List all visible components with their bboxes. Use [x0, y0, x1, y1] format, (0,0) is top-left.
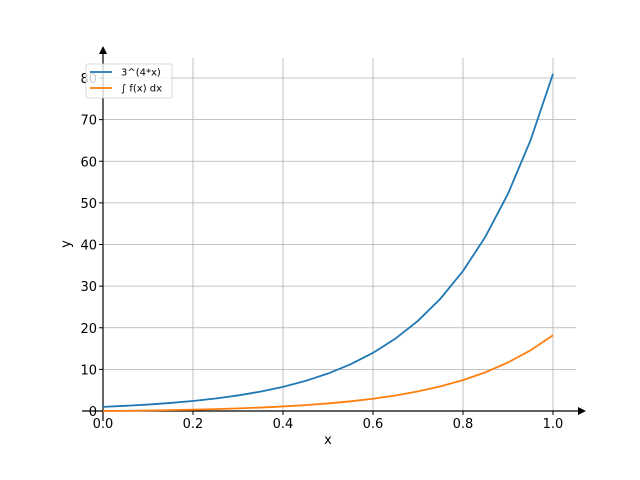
- x-tick-label: 1.0: [543, 417, 564, 432]
- x-axis-arrow: [578, 407, 586, 415]
- x-axis-label: x: [324, 433, 332, 448]
- x-tick-label: 0.6: [363, 417, 384, 432]
- legend-label-1: 3^(4*x): [121, 68, 161, 79]
- y-axis-arrow: [99, 46, 107, 54]
- y-tick-label: 40: [80, 239, 97, 254]
- y-tick-label: 50: [80, 197, 97, 212]
- y-axis-label: y: [59, 240, 74, 248]
- y-tick-label: 10: [80, 363, 97, 378]
- series-line-1: [102, 73, 554, 408]
- series-line-2: [102, 334, 554, 412]
- y-tick-label: 20: [80, 322, 97, 337]
- y-tick-label: 70: [80, 114, 97, 129]
- x-tick-label: 0.4: [273, 417, 294, 432]
- x-tick-label: 0.0: [93, 417, 114, 432]
- y-tick-label: 30: [80, 280, 97, 295]
- ticks: 0.00.20.40.60.81.001020304050607080: [80, 72, 563, 432]
- axes: [82, 46, 586, 421]
- legend: 3^(4*x) ∫ f(x) dx: [85, 63, 173, 99]
- legend-label-2: ∫ f(x) dx: [121, 84, 162, 95]
- grid: [102, 58, 576, 412]
- x-tick-label: 0.2: [183, 417, 204, 432]
- series-group: [102, 73, 554, 412]
- x-tick-label: 0.8: [453, 417, 474, 432]
- y-tick-label: 60: [80, 155, 97, 170]
- y-tick-label: 0: [89, 405, 97, 420]
